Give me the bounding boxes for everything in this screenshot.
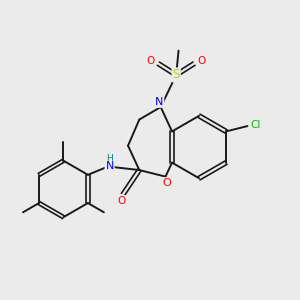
Text: H: H bbox=[106, 154, 113, 163]
Text: Cl: Cl bbox=[250, 121, 261, 130]
Text: S: S bbox=[172, 68, 180, 82]
Text: O: O bbox=[163, 178, 171, 188]
Text: O: O bbox=[197, 56, 206, 66]
Text: O: O bbox=[147, 56, 155, 66]
Text: N: N bbox=[105, 161, 114, 172]
Text: N: N bbox=[155, 97, 164, 107]
Text: O: O bbox=[117, 196, 126, 206]
